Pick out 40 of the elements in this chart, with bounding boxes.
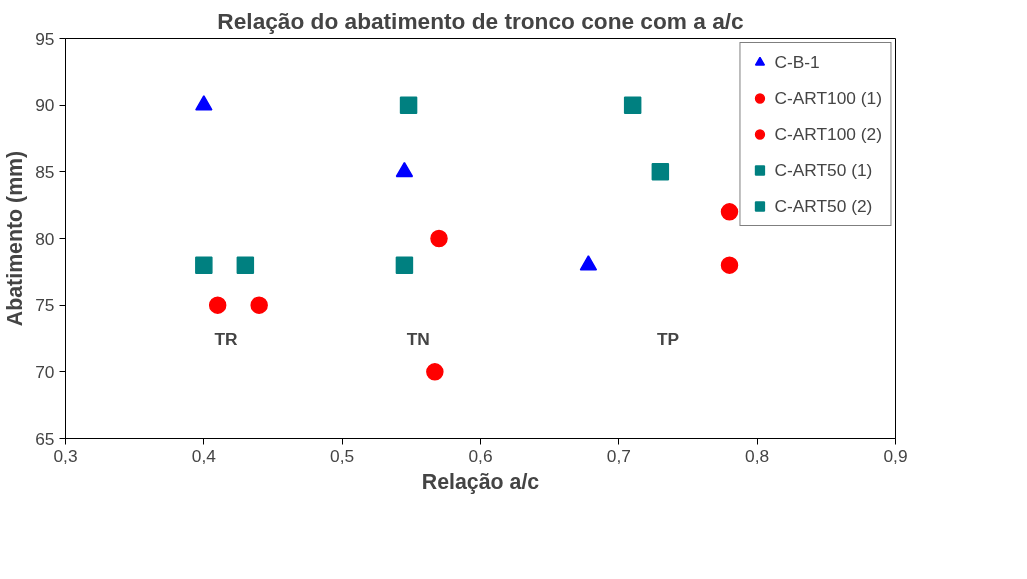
- legend-label: C-ART100 (1): [774, 87, 882, 109]
- annotation: TN: [406, 328, 430, 349]
- x-tick-label: 0,5: [330, 445, 355, 466]
- legend-label: C-B-1: [774, 51, 820, 73]
- annotation: TR: [214, 328, 238, 349]
- x-axis-title: Relação a/c: [421, 469, 540, 494]
- x-tick-label: 0,7: [606, 445, 631, 466]
- annotation: TP: [657, 328, 680, 349]
- y-tick-label: 85: [35, 161, 55, 182]
- point: [208, 296, 227, 314]
- point: [399, 96, 418, 114]
- point: [426, 363, 444, 381]
- point: [195, 95, 213, 111]
- legend-label: C-ART100 (2): [774, 123, 882, 145]
- y-tick-label: 75: [35, 295, 55, 316]
- x-tick-label: 0,6: [468, 445, 493, 466]
- legend-label: C-ART50 (2): [774, 195, 873, 217]
- point: [395, 161, 414, 178]
- x-tick-label: 0,9: [883, 445, 908, 466]
- point: [720, 256, 739, 274]
- point: [430, 229, 448, 248]
- y-tick-label: 95: [35, 28, 55, 49]
- x-tick-label: 0,8: [745, 445, 770, 466]
- point: [579, 255, 598, 271]
- point: [195, 256, 213, 274]
- point: [651, 163, 670, 181]
- y-tick-label: 90: [35, 95, 55, 116]
- point: [250, 296, 268, 314]
- point: [623, 96, 642, 114]
- chart-title: Relação do abatimento de tronco cone com a a/c: [217, 7, 744, 34]
- point: [236, 256, 255, 274]
- point: [395, 256, 414, 274]
- legend-label: C-ART50 (1): [774, 159, 873, 181]
- y-tick-label: 80: [35, 228, 55, 249]
- y-axis-title: Abatimento (mm): [3, 150, 28, 327]
- x-tick-label: 0,3: [53, 445, 78, 466]
- x-tick-label: 0,4: [191, 445, 217, 466]
- y-tick-label: 65: [35, 428, 55, 449]
- y-tick-label: 70: [35, 361, 55, 382]
- point: [720, 203, 739, 221]
